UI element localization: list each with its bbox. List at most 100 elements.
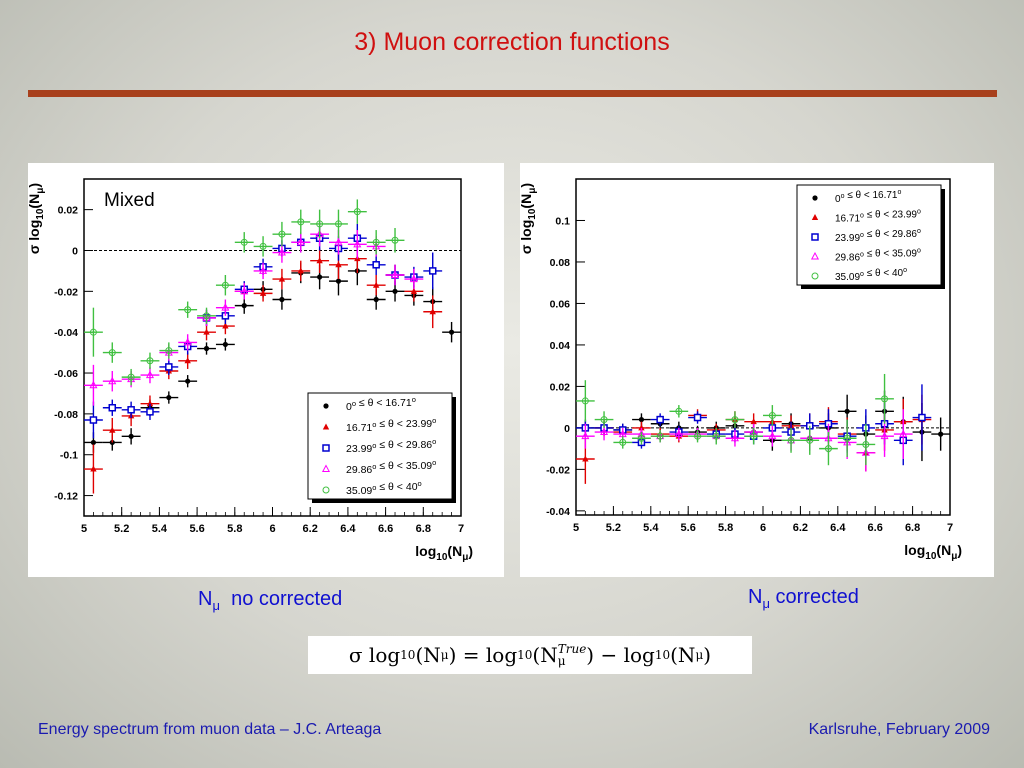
caption-text: no corrected — [231, 588, 343, 610]
footer-location-date: Karlsruhe, February 2009 — [808, 721, 990, 738]
y-tick-label: -0.02 — [546, 464, 570, 476]
x-tick-label: 6.2 — [793, 522, 808, 534]
formula-lhs-arg-sub: μ — [440, 648, 449, 662]
footer-presentation-info: Energy spectrum from muon data – J.C. Ar… — [38, 721, 382, 738]
data-marker — [221, 303, 230, 311]
caption-subscript: μ — [212, 598, 220, 613]
caption-text: corrected — [775, 586, 859, 608]
legend-box — [796, 184, 942, 286]
data-series — [84, 199, 405, 386]
legend-entry-label: 23.99o ≤ θ < 29.86o — [835, 228, 921, 244]
formula-term2-arg-sub: μ — [695, 648, 704, 662]
y-tick-label: -0.02 — [54, 286, 78, 298]
data-marker — [694, 432, 702, 440]
data-marker — [392, 288, 398, 294]
data-marker — [146, 408, 154, 416]
data-marker — [656, 432, 664, 440]
data-marker — [638, 424, 645, 431]
data-marker — [372, 261, 380, 269]
data-marker — [824, 445, 832, 453]
data-marker — [390, 270, 400, 278]
data-marker — [183, 337, 192, 346]
formula-lhs-arg: (N — [415, 643, 441, 667]
data-marker — [811, 233, 819, 241]
data-marker — [322, 486, 330, 494]
caption-symbol: N — [198, 588, 213, 610]
formula-lhs-sub: 10 — [400, 648, 416, 662]
data-marker — [259, 266, 268, 274]
data-marker — [334, 237, 343, 246]
x-tick-label: 5 — [81, 523, 87, 535]
data-marker — [429, 308, 436, 315]
formula-term2-close: ) — [703, 643, 712, 667]
x-tick-label: 6.6 — [868, 522, 883, 534]
data-marker — [278, 230, 286, 238]
y-axis-label: σ log10(Nμ) — [28, 183, 46, 254]
legend-entry-label: 23.99o ≤ θ < 29.86o — [346, 437, 436, 455]
data-series — [576, 409, 913, 472]
caption-no-corrected: Nμ no corrected — [198, 588, 342, 613]
legend-entry-label: 16.71o ≤ θ < 23.99o — [346, 416, 436, 434]
data-marker — [108, 376, 117, 385]
legend: 0o ≤ θ < 16.71o 16.71o ≤ θ < 23.99o 23.99o… — [796, 184, 942, 286]
formula-equals: = — [456, 643, 486, 667]
data-marker — [240, 286, 249, 295]
caption-corrected: Nμ corrected — [748, 586, 859, 611]
data-marker — [278, 275, 286, 282]
data-marker — [811, 214, 819, 220]
data-marker — [787, 436, 795, 444]
data-marker — [277, 247, 286, 256]
formula-term2: log — [623, 643, 655, 667]
data-marker — [410, 287, 418, 294]
data-series — [576, 390, 950, 462]
data-marker — [296, 237, 305, 246]
x-tick-label: 5.2 — [606, 522, 621, 534]
data-marker — [128, 433, 134, 439]
y-tick-label: 0 — [564, 423, 570, 435]
data-marker — [391, 236, 399, 244]
legend-entry-label: 16.71o ≤ θ < 23.99o — [835, 209, 921, 225]
data-marker — [317, 274, 323, 280]
title-divider — [28, 90, 997, 97]
legend-box — [307, 392, 453, 500]
x-axis-label: log10(Nμ) — [904, 542, 962, 562]
data-marker — [899, 429, 908, 438]
chart-uncorrected: 5 5.2 5.4 5.6 5.8 6 6.2 6.4 6.6 6.8 7 0.02 0 -0.02 -0.… — [26, 178, 473, 563]
data-marker — [638, 416, 645, 423]
x-tick-label: 6.2 — [303, 523, 318, 535]
y-tick-label: -0.04 — [54, 327, 78, 339]
data-series — [84, 221, 424, 406]
chart-annotation: Mixed — [104, 190, 155, 211]
data-marker — [222, 322, 229, 329]
formula-minus: − — [594, 643, 624, 667]
data-marker — [918, 413, 926, 422]
y-tick-label: -0.06 — [54, 368, 78, 380]
data-marker — [166, 394, 172, 401]
formula-term1-close: ) — [586, 643, 595, 667]
data-marker — [222, 341, 228, 348]
data-marker — [203, 345, 210, 352]
data-marker — [109, 426, 116, 433]
x-tick-label: 5.8 — [227, 523, 242, 535]
chart-corrected: 5 5.2 5.4 5.6 5.8 6 6.2 6.4 6.6 6.8 7 0.1 0.08 0.06 0.… — [518, 178, 962, 562]
x-tick-label: 6.6 — [378, 523, 393, 535]
x-tick-label: 5.2 — [114, 523, 129, 535]
data-marker — [322, 423, 330, 430]
data-marker — [372, 238, 380, 246]
data-marker — [89, 380, 98, 389]
x-tick-label: 5.4 — [643, 522, 659, 534]
formula-lhs-close: ) — [448, 643, 457, 667]
data-marker — [259, 242, 267, 250]
y-axis-label: σ log10(Nμ) — [520, 183, 538, 254]
data-marker — [90, 465, 97, 472]
data-marker — [146, 400, 154, 407]
data-marker — [203, 328, 210, 335]
data-marker — [145, 370, 155, 379]
data-marker — [372, 281, 380, 288]
data-marker — [321, 464, 331, 472]
data-marker — [750, 418, 757, 425]
data-marker — [812, 195, 818, 201]
formula-term1-arg-sub: μ — [557, 654, 566, 668]
x-axis-label: log10(Nμ) — [415, 543, 473, 563]
formula-term1-arg: (N — [532, 643, 558, 667]
